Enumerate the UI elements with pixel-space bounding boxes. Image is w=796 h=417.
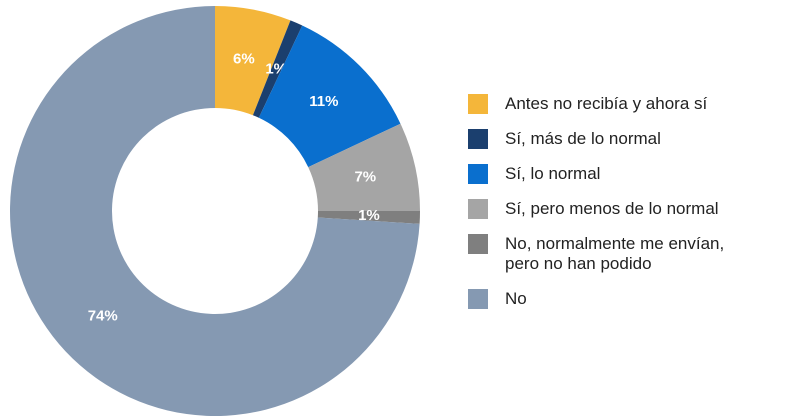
chart: 6%1%11%7%1%74% [10, 6, 420, 417]
legend-swatch [468, 129, 488, 149]
legend-swatch [468, 234, 488, 254]
legend-label: No [505, 289, 527, 308]
slice-label: 11% [309, 93, 338, 110]
slice [317, 211, 420, 224]
legend-swatch [468, 199, 488, 219]
legend-label: Sí, más de lo normal [505, 129, 661, 148]
legend-item: Sí, pero menos de lo normal [468, 199, 768, 219]
legend-swatch [468, 164, 488, 184]
legend-label: Sí, pero menos de lo normal [505, 199, 719, 218]
legend-label: No, normalmente me envían, pero no han p… [505, 234, 725, 273]
slice-label: 74% [88, 307, 118, 324]
legend: Antes no recibía y ahora sí Sí, más de lo… [468, 94, 768, 324]
legend-item: Sí, más de lo normal [468, 129, 768, 149]
slice-label: 1% [358, 207, 380, 224]
legend-item: Antes no recibía y ahora sí [468, 94, 768, 114]
legend-swatch [468, 289, 488, 309]
slice-label: 7% [354, 168, 376, 185]
slice-label: 6% [233, 51, 255, 68]
legend-item: No, normalmente me envían, pero no han p… [468, 234, 768, 274]
slice [10, 6, 420, 417]
legend-item: Sí, lo normal [468, 164, 768, 184]
legend-swatch [468, 94, 488, 114]
slice [308, 123, 420, 211]
slice [258, 25, 401, 168]
slice [252, 20, 303, 118]
legend-item: No [468, 289, 768, 309]
legend-label: Sí, lo normal [505, 164, 601, 183]
slice [215, 6, 291, 116]
legend-label: Antes no recibía y ahora sí [505, 94, 708, 113]
